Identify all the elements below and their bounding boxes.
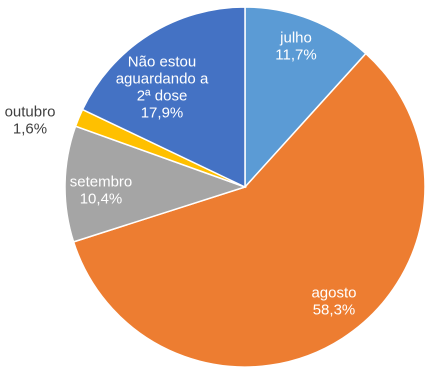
data-label-line: 58,3% (313, 302, 356, 319)
data-label-line: 2ª dose (137, 88, 188, 105)
data-label-line: 1,6% (13, 121, 47, 138)
data-label-line: Não estou (128, 54, 196, 71)
data-label-line: 17,9% (141, 105, 184, 122)
data-label-outubro: outubro 1,6% (5, 104, 56, 138)
data-label-julho: julho 11,7% (275, 30, 316, 64)
data-label-line: setembro (70, 174, 133, 191)
data-label-line: 10,4% (80, 191, 123, 208)
data-label-agosto: agosto 58,3% (311, 285, 356, 319)
data-label-line: outubro (5, 104, 56, 121)
data-label-line: aguardando a (116, 71, 209, 88)
data-label-line: julho (279, 30, 312, 47)
data-label-line: agosto (311, 285, 356, 302)
data-label-line: 11,7% (275, 47, 316, 64)
